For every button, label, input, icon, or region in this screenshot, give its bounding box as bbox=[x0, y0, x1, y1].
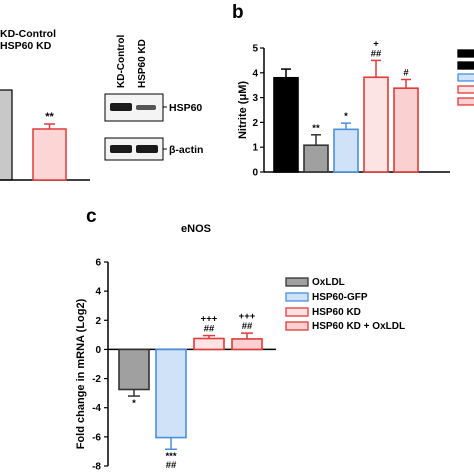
panel-c-legend-swatch bbox=[285, 307, 309, 317]
panel-c-y-tick-label: 0 bbox=[95, 345, 101, 356]
panel-b-annotation: + bbox=[373, 38, 379, 49]
panel-b-y-tick-label: 1 bbox=[252, 143, 258, 154]
panel-c-bar bbox=[193, 337, 225, 351]
panel-c-legend-swatch bbox=[285, 292, 309, 302]
panel-c-y-tick-label: 2 bbox=[95, 316, 101, 327]
panel-b-annotation: * bbox=[344, 111, 348, 122]
panel-c-legend-swatch bbox=[285, 277, 309, 287]
panel-c-legend-label: HSP60 KD bbox=[312, 307, 361, 318]
panel-b-bar bbox=[273, 76, 299, 173]
panel-b-bar bbox=[303, 144, 329, 173]
panel-label-b: b bbox=[232, 2, 244, 23]
panel-c-bar bbox=[118, 348, 150, 391]
blot-column-control: KD-Control bbox=[116, 34, 127, 88]
panel-b-annotation: # bbox=[403, 67, 409, 78]
panel-c-y-tick-label: -8 bbox=[92, 462, 101, 473]
panel-c-bar bbox=[155, 348, 187, 439]
panel-b-legend-swatch bbox=[457, 49, 474, 58]
panel-c-y-tick-label: 6 bbox=[95, 258, 101, 269]
panel-c-y-tick-label: -2 bbox=[92, 374, 101, 385]
panel-b-y-tick-label: 0 bbox=[252, 168, 258, 179]
panel-c-legend-label: HSP60-GFP bbox=[312, 292, 368, 303]
panel-a: ** KD-Control HSP60 KD KD-Control HSP60 … bbox=[0, 28, 203, 181]
panel-a-legend-control: KD-Control bbox=[0, 28, 56, 40]
panel-b-bar bbox=[393, 87, 419, 173]
panel-c-annotation: * bbox=[132, 398, 136, 409]
panel-c-annotation: +++ bbox=[201, 314, 218, 325]
panel-label-c: c bbox=[86, 206, 97, 227]
blot-label-actin: β-actin bbox=[169, 144, 203, 156]
blot-column-kd: HSP60 KD bbox=[137, 39, 148, 88]
panel-c-legend-label: OxLDL bbox=[312, 277, 345, 288]
panel-b-legend-swatch bbox=[457, 73, 474, 82]
panel-b-annotation: ## bbox=[371, 48, 382, 59]
panel-c-title: eNOS bbox=[181, 223, 211, 235]
panel-a-annotation: ** bbox=[45, 111, 54, 123]
panel-b-legend-swatch bbox=[457, 61, 474, 70]
panel-c-y-tick-label: -6 bbox=[92, 432, 101, 443]
panel-b-legend-swatch bbox=[457, 97, 474, 106]
panel-c-annotation: ## bbox=[166, 460, 177, 471]
panel-b-bar bbox=[333, 128, 359, 173]
panel-c-y-label: Fold change in mRNA (Log2) bbox=[75, 298, 87, 449]
blot-hsp60-band-control bbox=[110, 103, 132, 111]
panel-b-y-label: Nitrite (μM) bbox=[237, 81, 249, 139]
panel-b-y-tick-label: 4 bbox=[252, 68, 258, 79]
panel-b-annotation: ** bbox=[312, 123, 320, 134]
panel-a-bar-control bbox=[0, 89, 13, 181]
panel-c-annotation: ## bbox=[242, 321, 253, 332]
panel-b-y-tick-label: 2 bbox=[252, 118, 258, 129]
panel-b-bar bbox=[363, 76, 389, 173]
panel-b-y-tick-label: 3 bbox=[252, 93, 258, 104]
panel-c-legend-swatch bbox=[285, 321, 309, 331]
panel-a-legend-kd: HSP60 KD bbox=[0, 40, 52, 52]
panel-c-y-tick-label: -4 bbox=[92, 403, 101, 414]
panel-c-annotation: *** bbox=[165, 451, 176, 462]
panel-b-y-tick-label: 5 bbox=[252, 44, 258, 55]
blot-hsp60-band-kd bbox=[136, 105, 156, 110]
panel-c-legend-label: HSP60 KD + OxLDL bbox=[312, 321, 405, 332]
panel-c-annotation: ## bbox=[204, 324, 215, 335]
panel-a-bar-kd bbox=[32, 128, 67, 181]
panel-c-annotation: +++ bbox=[239, 311, 256, 322]
blot-label-hsp60: HSP60 bbox=[169, 102, 202, 114]
panel-b-legend-swatch bbox=[457, 85, 474, 94]
blot-actin-band-kd bbox=[136, 145, 158, 153]
panel-c-bar bbox=[231, 338, 263, 351]
blot-actin-band-control bbox=[110, 145, 132, 153]
panel-c-chart: eNOS -8 -6 -4 -2 0 2 4 6 Fold change in mRNA (Log… bbox=[75, 223, 405, 473]
panel-c-y-tick-label: 4 bbox=[95, 287, 101, 298]
